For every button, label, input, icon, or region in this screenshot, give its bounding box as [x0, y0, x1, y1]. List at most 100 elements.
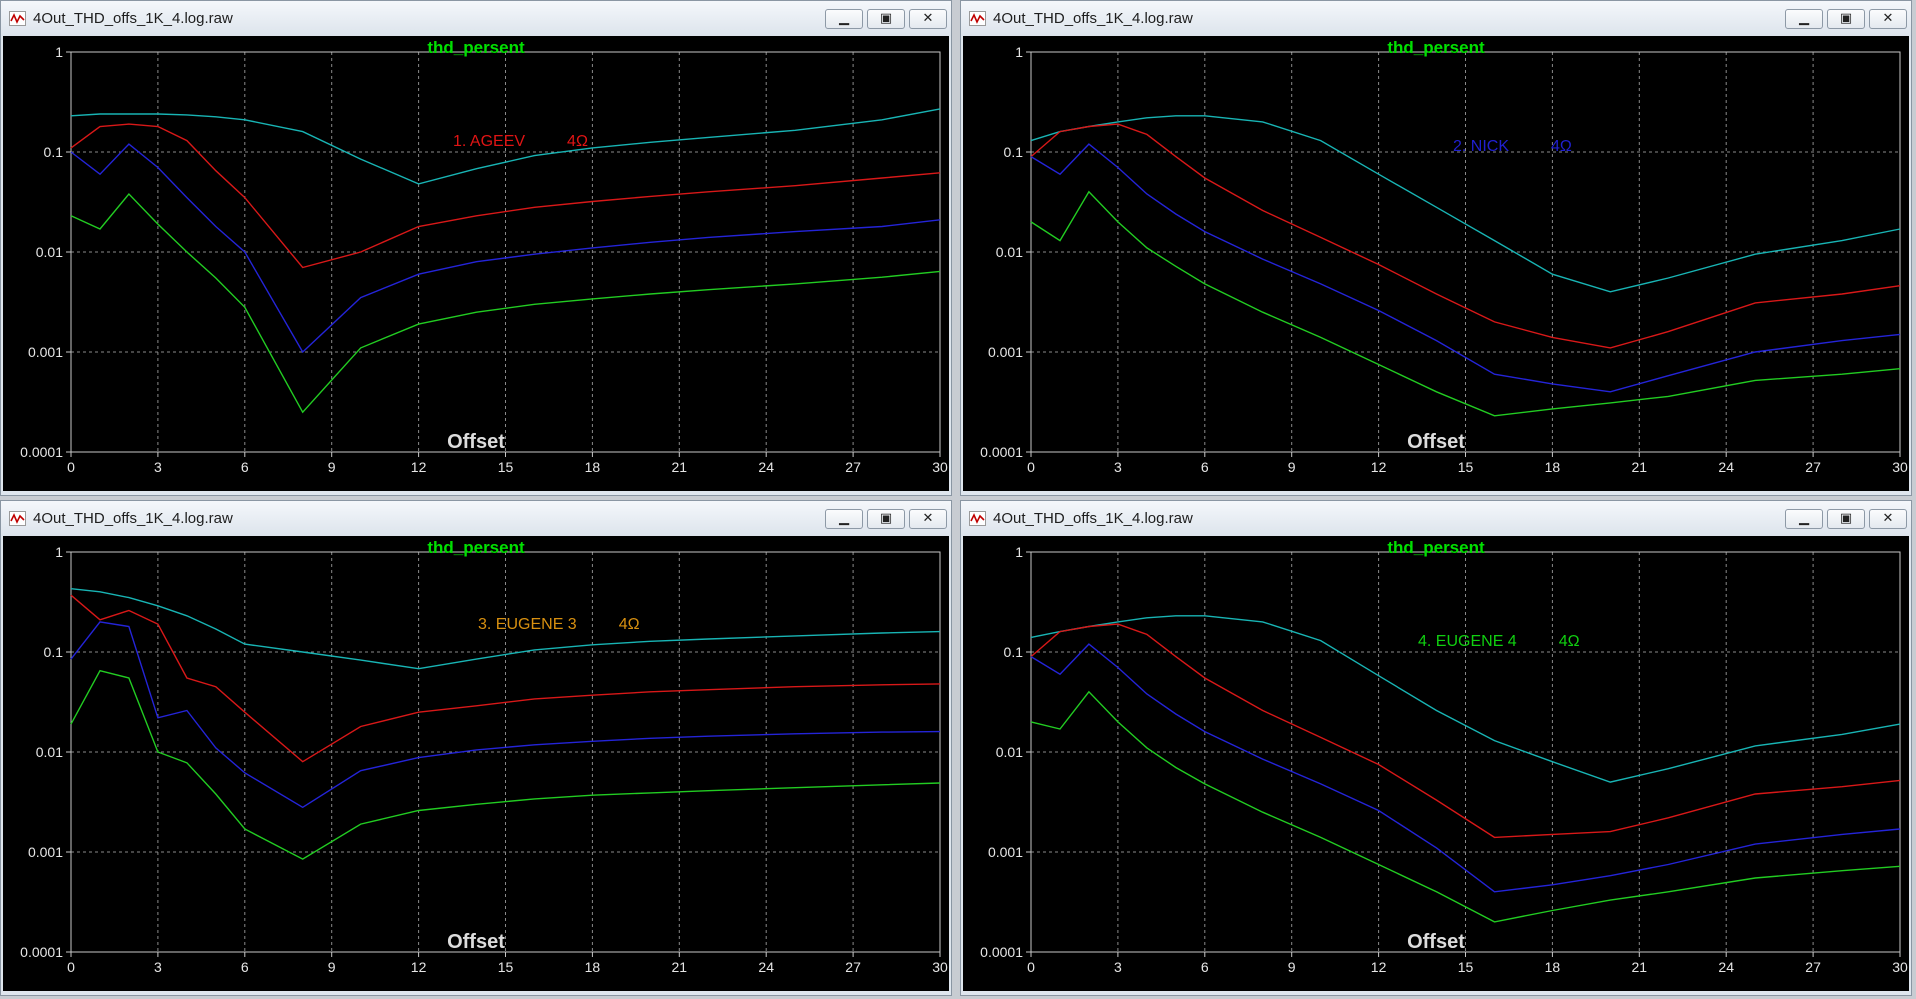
- x-tick-label: 21: [1632, 459, 1648, 475]
- y-tick-label: 0.1: [1004, 644, 1024, 660]
- window-title: 4Out_THD_offs_1K_4.log.raw: [33, 510, 233, 527]
- window-title: 4Out_THD_offs_1K_4.log.raw: [33, 10, 233, 27]
- x-tick-label: 27: [845, 959, 861, 975]
- x-axis-label: Offset: [1407, 931, 1465, 953]
- x-tick-label: 24: [758, 959, 774, 975]
- restore-button[interactable]: ▣: [867, 9, 905, 29]
- annotation-ohm: 4Ω: [567, 133, 588, 150]
- x-tick-label: 30: [932, 459, 948, 475]
- annotation-ohm: 4Ω: [618, 616, 640, 633]
- title-bar[interactable]: 4Out_THD_offs_1K_4.log.raw ▁ ▣ ✕: [961, 501, 1911, 536]
- x-tick-label: 18: [585, 459, 601, 475]
- title-bar[interactable]: 4Out_THD_offs_1K_4.log.raw ▁ ▣ ✕: [1, 1, 951, 36]
- waveform-icon: [969, 511, 986, 526]
- trace-label[interactable]: thd_persent: [427, 38, 525, 57]
- x-tick-label: 0: [1027, 959, 1035, 975]
- plot-annotation: 2. NICK 4Ω: [1453, 138, 1572, 156]
- y-tick-label: 1: [55, 544, 63, 560]
- x-tick-label: 12: [1371, 959, 1387, 975]
- thd-chart: 0 3 6 9 12 15 18 21 24 27 30 1 0.1 0.01 0.001 0.0001: [980, 44, 1908, 475]
- series-line-4: [70, 669, 941, 860]
- restore-button[interactable]: ▣: [1827, 9, 1865, 29]
- plot-window-4[interactable]: 4Out_THD_offs_1K_4.log.raw ▁ ▣ ✕ 0 3 6 9 12 1…: [960, 500, 1912, 996]
- x-tick-label: 18: [585, 959, 601, 975]
- plot-pane[interactable]: 0 3 6 9 12 15 18 21 24 27 30 1 0.1 0.01 0.001 0.0001 th…: [963, 36, 1909, 491]
- x-tick-label: 15: [1458, 459, 1474, 475]
- thd-chart: 0 3 6 9 12 15 18 21 24 27 30 1 0.1 0.01 0.001 0.0001: [20, 44, 948, 475]
- plot-annotation: 4. EUGENE 4 4Ω: [1418, 633, 1580, 651]
- x-tick-label: 18: [1545, 959, 1561, 975]
- minimize-button[interactable]: ▁: [1785, 509, 1823, 529]
- annotation-text: 2. NICK: [1453, 138, 1510, 155]
- y-tick-label: 0.1: [44, 644, 64, 660]
- trace-label[interactable]: thd_persent: [1387, 38, 1485, 57]
- series-line-3: [1030, 143, 1901, 393]
- annotation-text: 3. EUGENE 3: [478, 616, 577, 633]
- y-tick-label: 1: [55, 44, 63, 60]
- x-tick-label: 30: [1892, 959, 1908, 975]
- series-line-4: [1030, 190, 1901, 417]
- series-line-3: [1030, 643, 1901, 893]
- y-tick-label: 0.001: [28, 844, 63, 860]
- y-tick-label: 0.001: [988, 344, 1023, 360]
- series-line-4: [70, 192, 941, 414]
- x-tick-label: 21: [672, 459, 688, 475]
- plot-window-2[interactable]: 4Out_THD_offs_1K_4.log.raw ▁ ▣ ✕ 0 3 6 9 12 1…: [960, 0, 1912, 496]
- title-bar[interactable]: 4Out_THD_offs_1K_4.log.raw ▁ ▣ ✕: [1, 501, 951, 536]
- restore-button[interactable]: ▣: [867, 509, 905, 529]
- x-axis-label: Offset: [1407, 431, 1465, 453]
- plot-window-1[interactable]: 4Out_THD_offs_1K_4.log.raw ▁ ▣ ✕ 0 3 6 9 12 1…: [0, 0, 952, 496]
- plot-window-3[interactable]: 4Out_THD_offs_1K_4.log.raw ▁ ▣ ✕ 0 3 6 9 12 1…: [0, 500, 952, 996]
- x-tick-label: 27: [845, 459, 861, 475]
- plot-annotation: 1. AGEEV 4Ω: [453, 133, 588, 151]
- x-tick-label: 27: [1805, 459, 1821, 475]
- x-tick-label: 15: [498, 959, 514, 975]
- x-tick-label: 6: [241, 459, 249, 475]
- close-button[interactable]: ✕: [1869, 9, 1907, 29]
- close-button[interactable]: ✕: [1869, 509, 1907, 529]
- y-tick-label: 0.01: [996, 244, 1023, 260]
- annotation-ohm: 4Ω: [1551, 138, 1572, 155]
- plot-pane[interactable]: 0 3 6 9 12 15 18 21 24 27 30 1 0.1 0.01 0.001 0.0001 th…: [3, 36, 949, 491]
- series-line-4: [1030, 690, 1901, 923]
- close-button[interactable]: ✕: [909, 509, 947, 529]
- series-line-1: [1030, 115, 1901, 293]
- y-tick-label: 1: [1015, 44, 1023, 60]
- series-line-3: [70, 621, 941, 809]
- y-tick-label: 0.0001: [20, 444, 63, 460]
- x-tick-label: 21: [672, 959, 688, 975]
- x-tick-label: 15: [498, 459, 514, 475]
- x-tick-label: 15: [1458, 959, 1474, 975]
- plot-pane[interactable]: 0 3 6 9 12 15 18 21 24 27 30 1 0.1 0.01 0.001 0.0001 th…: [963, 536, 1909, 991]
- plot-pane[interactable]: 0 3 6 9 12 15 18 21 24 27 30 1 0.1 0.01 0.001 0.0001 th…: [3, 536, 949, 991]
- x-tick-label: 3: [154, 959, 162, 975]
- x-tick-label: 9: [1288, 459, 1296, 475]
- y-tick-label: 0.1: [44, 144, 64, 160]
- x-tick-label: 18: [1545, 459, 1561, 475]
- x-tick-label: 6: [241, 959, 249, 975]
- window-title: 4Out_THD_offs_1K_4.log.raw: [993, 510, 1193, 527]
- x-tick-label: 30: [932, 959, 948, 975]
- minimize-button[interactable]: ▁: [1785, 9, 1823, 29]
- series-line-1: [1030, 615, 1901, 783]
- title-bar[interactable]: 4Out_THD_offs_1K_4.log.raw ▁ ▣ ✕: [961, 1, 1911, 36]
- minimize-button[interactable]: ▁: [825, 9, 863, 29]
- close-button[interactable]: ✕: [909, 9, 947, 29]
- x-tick-label: 6: [1201, 459, 1209, 475]
- minimize-button[interactable]: ▁: [825, 509, 863, 529]
- x-tick-label: 24: [1718, 459, 1734, 475]
- x-tick-label: 6: [1201, 959, 1209, 975]
- y-tick-label: 0.001: [28, 344, 63, 360]
- x-tick-label: 21: [1632, 959, 1648, 975]
- restore-button[interactable]: ▣: [1827, 509, 1865, 529]
- trace-label[interactable]: thd_persent: [1387, 538, 1485, 557]
- y-tick-label: 1: [1015, 544, 1023, 560]
- x-tick-label: 30: [1892, 459, 1908, 475]
- x-tick-label: 3: [1114, 959, 1122, 975]
- trace-label[interactable]: thd_persent: [427, 538, 525, 557]
- annotation-ohm: 4Ω: [1558, 633, 1580, 650]
- x-tick-label: 0: [1027, 459, 1035, 475]
- series-line-3: [70, 143, 941, 354]
- series-line-1: [70, 108, 941, 185]
- series-line-2: [70, 594, 941, 763]
